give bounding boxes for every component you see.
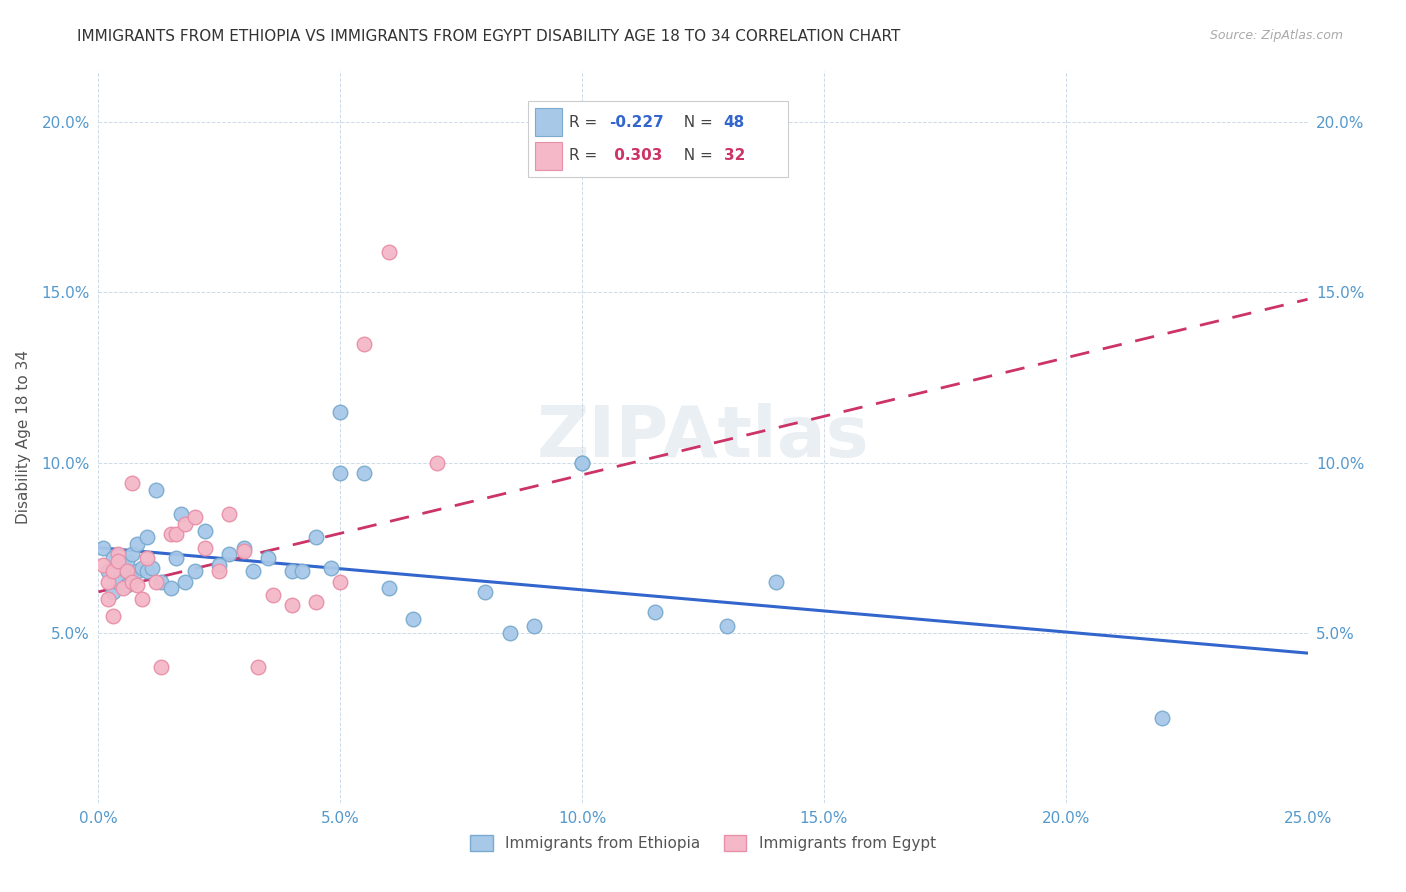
Point (97, 591, 120, 606)
Text: N =: N = (673, 114, 717, 129)
Point (131, 591, 153, 606)
Point (107, 554, 129, 568)
Point (765, 574, 787, 589)
Point (281, 599, 304, 613)
Text: ZIPAtlas: ZIPAtlas (537, 402, 869, 472)
Point (290, 565, 312, 579)
Point (353, 336, 375, 351)
Point (127, 537, 149, 551)
Point (97, 565, 120, 579)
Point (121, 548, 143, 562)
Point (184, 510, 207, 524)
Text: Source: ZipAtlas.com: Source: ZipAtlas.com (1209, 29, 1343, 42)
FancyBboxPatch shape (534, 142, 561, 169)
Point (1152, 711, 1174, 725)
Point (402, 612, 425, 626)
Text: -0.227: -0.227 (609, 114, 664, 129)
Point (208, 558, 231, 572)
Point (426, 456, 449, 470)
Point (194, 524, 217, 538)
Point (498, 625, 520, 640)
Point (97, 574, 120, 589)
Point (174, 574, 197, 589)
Point (160, 527, 183, 541)
Point (281, 565, 304, 579)
Point (232, 541, 254, 555)
Point (101, 585, 124, 599)
Point (353, 466, 375, 480)
Point (165, 527, 187, 541)
Point (150, 574, 173, 589)
Point (121, 571, 143, 585)
Text: 48: 48 (724, 114, 745, 129)
Point (117, 565, 139, 579)
Point (174, 516, 197, 531)
Point (262, 588, 284, 602)
Text: R =: R = (569, 114, 602, 129)
Text: 32: 32 (724, 148, 745, 163)
Point (145, 574, 167, 589)
Point (101, 608, 124, 623)
Point (127, 565, 149, 579)
Point (329, 404, 352, 418)
Point (329, 466, 352, 480)
Text: R =: R = (569, 148, 602, 163)
Point (184, 565, 207, 579)
Point (247, 659, 270, 673)
Point (571, 456, 593, 470)
Point (169, 507, 191, 521)
Point (135, 550, 157, 565)
Point (716, 619, 738, 633)
FancyBboxPatch shape (534, 108, 561, 136)
Point (117, 578, 139, 592)
Point (145, 483, 167, 497)
Point (218, 548, 240, 562)
Point (91, 541, 114, 555)
Point (329, 574, 352, 589)
Point (208, 565, 231, 579)
Point (218, 507, 240, 521)
Point (305, 595, 328, 609)
Point (141, 561, 163, 575)
Point (305, 531, 328, 545)
Point (571, 456, 593, 470)
Point (121, 475, 143, 490)
Point (644, 605, 666, 619)
Point (474, 585, 496, 599)
Point (121, 574, 143, 589)
Point (232, 544, 254, 558)
Point (165, 550, 187, 565)
Point (160, 582, 183, 596)
Point (127, 578, 149, 592)
Text: N =: N = (673, 148, 717, 163)
Point (150, 659, 173, 673)
Point (319, 561, 342, 575)
Point (377, 244, 399, 259)
Y-axis label: Disability Age 18 to 34: Disability Age 18 to 34 (15, 350, 31, 524)
Point (111, 561, 134, 575)
Point (131, 561, 153, 575)
Point (101, 550, 124, 565)
Point (111, 558, 134, 572)
Point (91, 558, 114, 572)
FancyBboxPatch shape (527, 101, 787, 178)
Legend: Immigrants from Ethiopia, Immigrants from Egypt: Immigrants from Ethiopia, Immigrants fro… (464, 830, 942, 857)
Text: IMMIGRANTS FROM ETHIOPIA VS IMMIGRANTS FROM EGYPT DISABILITY AGE 18 TO 34 CORREL: IMMIGRANTS FROM ETHIOPIA VS IMMIGRANTS F… (77, 29, 901, 44)
Point (135, 565, 157, 579)
Point (194, 541, 217, 555)
Point (111, 582, 134, 596)
Point (107, 548, 129, 562)
Point (242, 565, 264, 579)
Point (377, 582, 399, 596)
Text: 0.303: 0.303 (609, 148, 662, 163)
Point (523, 619, 546, 633)
Point (135, 531, 157, 545)
Point (107, 574, 129, 589)
Point (117, 554, 139, 568)
Point (101, 565, 124, 579)
Point (256, 550, 278, 565)
